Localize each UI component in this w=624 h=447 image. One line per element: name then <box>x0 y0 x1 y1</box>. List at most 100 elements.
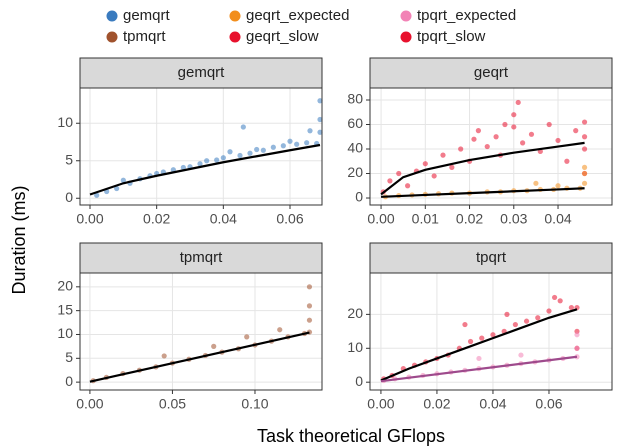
fit-line <box>89 331 310 383</box>
point <box>317 129 323 135</box>
panel-border <box>369 87 613 206</box>
x-tick-label: 0.04 <box>210 211 237 227</box>
legend-label: gemqrt <box>123 7 171 24</box>
legend-swatch <box>400 31 412 43</box>
fit-line <box>380 355 578 383</box>
point <box>227 149 233 155</box>
point <box>573 128 579 134</box>
point <box>504 311 510 317</box>
point <box>555 183 561 189</box>
x-tick-label: 0.00 <box>367 211 394 227</box>
point <box>317 116 323 123</box>
point <box>557 298 563 304</box>
y-tick-label: 80 <box>347 91 363 107</box>
point <box>396 170 402 177</box>
x-tick-label: 0.03 <box>500 211 527 227</box>
legend-swatch <box>229 10 241 22</box>
y-tick-label: 20 <box>347 305 363 321</box>
panel-title: tpmqrt <box>180 249 223 266</box>
point <box>449 164 455 170</box>
point <box>511 124 517 130</box>
point <box>476 355 482 362</box>
point <box>260 147 266 153</box>
point <box>254 146 260 153</box>
point <box>307 128 313 134</box>
panel-title: geqrt <box>474 64 509 81</box>
point <box>220 155 226 161</box>
point <box>247 150 253 156</box>
point <box>458 146 464 152</box>
fit-line <box>380 308 578 382</box>
point <box>462 321 468 328</box>
legend-label: tpqrt_slow <box>417 28 486 45</box>
point <box>581 180 588 186</box>
point <box>515 99 521 106</box>
y-tick-label: 20 <box>347 164 363 180</box>
x-axis-title: Task theoretical GFlops <box>257 426 445 446</box>
point <box>120 177 126 183</box>
x-tick-label: 0.10 <box>241 396 268 412</box>
fit-line <box>381 187 585 198</box>
legend-label: tpmqrt <box>123 28 166 45</box>
point <box>490 332 496 338</box>
point <box>581 164 588 170</box>
point <box>317 98 323 104</box>
legend-label: geqrt_expected <box>246 7 349 24</box>
point <box>240 124 246 130</box>
point <box>493 134 499 140</box>
point <box>244 334 250 340</box>
y-axis-title: Duration (ms) <box>9 185 29 294</box>
y-tick-label: 60 <box>347 115 363 131</box>
y-tick-label: 5 <box>65 349 73 365</box>
point <box>528 131 535 137</box>
legend-swatch <box>229 31 241 43</box>
panel <box>80 273 322 390</box>
point <box>581 134 588 140</box>
point <box>471 136 477 142</box>
x-tick-label: 0.06 <box>535 396 562 412</box>
point <box>502 121 508 128</box>
point <box>574 332 580 338</box>
point <box>211 343 217 349</box>
point <box>304 140 310 146</box>
point <box>518 352 524 358</box>
point <box>94 192 100 198</box>
x-tick-label: 0.01 <box>412 211 439 227</box>
point <box>270 144 276 150</box>
point <box>161 353 167 359</box>
panel-border <box>79 272 323 391</box>
point <box>479 335 485 341</box>
point <box>512 321 518 328</box>
point <box>581 170 588 177</box>
point <box>523 318 530 324</box>
point <box>551 294 558 301</box>
x-tick-label: 0.04 <box>544 211 571 227</box>
point <box>574 345 580 351</box>
legend-swatch <box>106 10 118 22</box>
point <box>533 180 539 186</box>
strip <box>79 57 323 89</box>
point <box>387 178 393 184</box>
y-tick-label: 0 <box>355 189 363 205</box>
x-tick-label: 0.02 <box>456 211 483 227</box>
y-tick-label: 0 <box>355 373 363 389</box>
strip <box>79 242 323 274</box>
point <box>440 152 446 158</box>
point <box>467 338 474 345</box>
y-tick-label: 10 <box>57 325 73 341</box>
panel-title: tpqrt <box>476 249 507 266</box>
x-tick-label: 0.06 <box>276 211 303 227</box>
x-tick-label: 0.00 <box>76 396 103 412</box>
point <box>405 183 411 189</box>
point <box>237 152 243 159</box>
point <box>581 146 588 152</box>
point <box>511 112 517 118</box>
point <box>568 304 574 311</box>
x-tick-label: 0.05 <box>159 396 186 412</box>
panel <box>370 273 612 390</box>
y-tick-label: 15 <box>57 301 73 317</box>
panel-border <box>79 87 323 206</box>
x-tick-label: 0.02 <box>143 211 170 227</box>
y-tick-label: 0 <box>65 373 73 389</box>
point <box>546 308 552 314</box>
